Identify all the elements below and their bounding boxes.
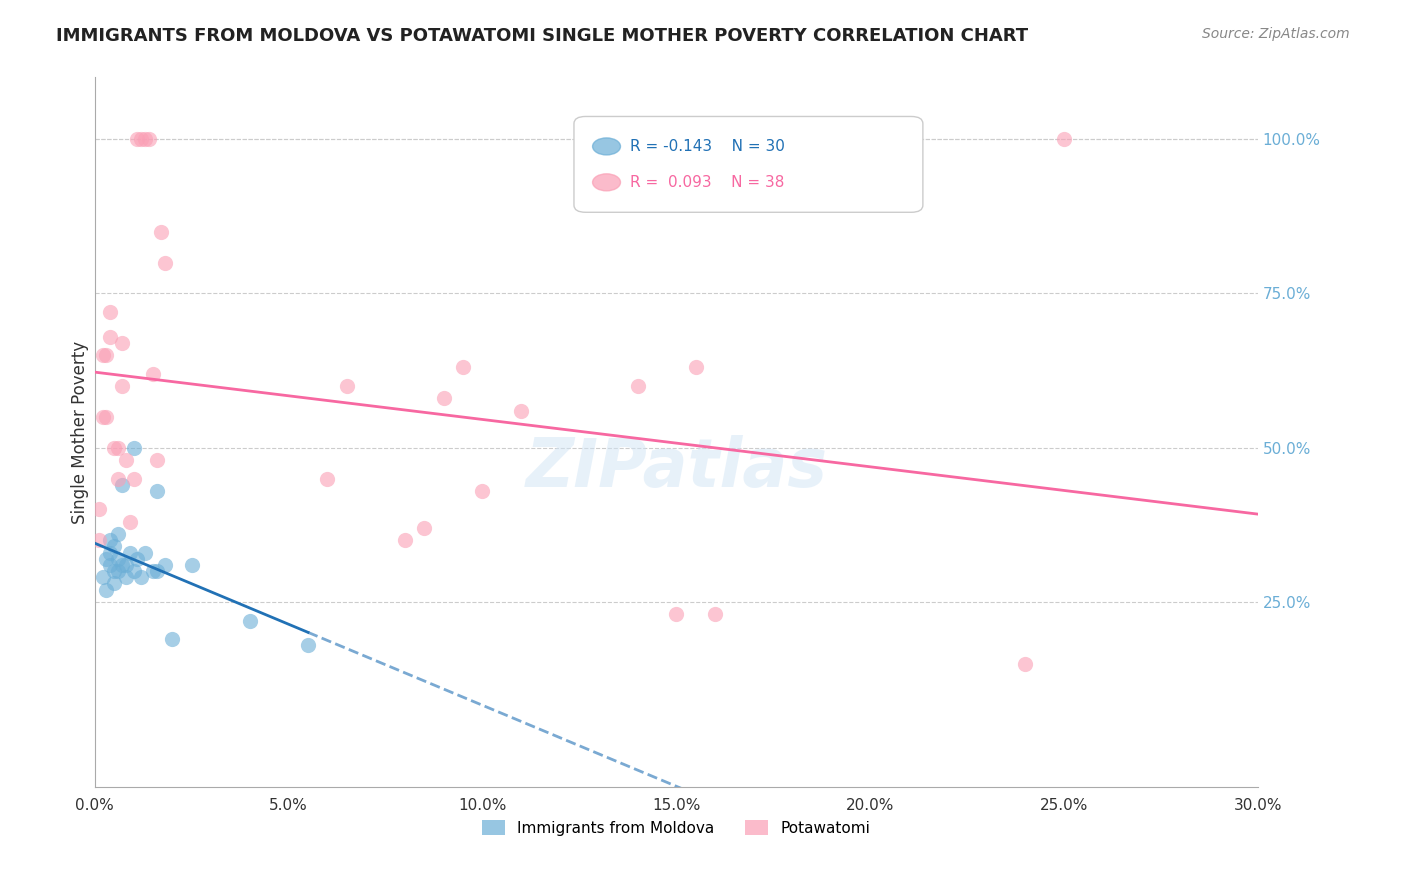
Point: [685, 360, 707, 375]
Point: [239, 614, 262, 628]
Point: [107, 527, 129, 541]
Point: [127, 551, 149, 566]
Point: [394, 533, 416, 548]
Point: [336, 379, 359, 393]
Point: [103, 441, 125, 455]
Point: [103, 564, 125, 578]
Point: [131, 570, 153, 584]
Point: [98, 329, 121, 343]
Point: [114, 570, 136, 584]
Point: [149, 225, 172, 239]
Point: [118, 515, 141, 529]
Point: [433, 392, 456, 406]
Point: [98, 305, 121, 319]
Point: [142, 367, 165, 381]
Point: [451, 360, 474, 375]
Point: [98, 546, 121, 560]
Point: [134, 546, 156, 560]
Point: [1014, 657, 1036, 671]
Point: [704, 607, 727, 622]
Legend: Immigrants from Moldova, Potawatomi: Immigrants from Moldova, Potawatomi: [475, 812, 877, 843]
Point: [162, 632, 184, 646]
Point: [118, 546, 141, 560]
Point: [96, 409, 118, 424]
Point: [91, 570, 114, 584]
FancyBboxPatch shape: [574, 117, 922, 212]
Text: ZIPatlas: ZIPatlas: [526, 434, 827, 500]
Circle shape: [592, 138, 620, 155]
Point: [91, 348, 114, 362]
Point: [96, 551, 118, 566]
Point: [107, 472, 129, 486]
Text: R =  0.093    N = 38: R = 0.093 N = 38: [630, 175, 785, 190]
Point: [146, 564, 169, 578]
Point: [180, 558, 202, 572]
Point: [153, 255, 176, 269]
Point: [96, 348, 118, 362]
Point: [87, 502, 110, 516]
Text: Source: ZipAtlas.com: Source: ZipAtlas.com: [1202, 27, 1350, 41]
Point: [297, 638, 319, 652]
Point: [111, 477, 134, 491]
Point: [413, 521, 436, 535]
Point: [316, 472, 339, 486]
Y-axis label: Single Mother Poverty: Single Mother Poverty: [72, 341, 89, 524]
Point: [122, 441, 145, 455]
Point: [146, 453, 169, 467]
Point: [87, 533, 110, 548]
Point: [96, 582, 118, 597]
Point: [471, 483, 494, 498]
Point: [111, 379, 134, 393]
Point: [98, 533, 121, 548]
Point: [107, 564, 129, 578]
Point: [146, 483, 169, 498]
Point: [510, 403, 533, 417]
Point: [107, 441, 129, 455]
Point: [103, 540, 125, 554]
Point: [122, 564, 145, 578]
Point: [103, 576, 125, 591]
Point: [127, 132, 149, 146]
Point: [153, 558, 176, 572]
Text: R = -0.143    N = 30: R = -0.143 N = 30: [630, 139, 785, 154]
Point: [98, 558, 121, 572]
Point: [91, 409, 114, 424]
Point: [111, 335, 134, 350]
Point: [1053, 132, 1076, 146]
Point: [107, 551, 129, 566]
Point: [134, 132, 156, 146]
Circle shape: [592, 174, 620, 191]
Point: [131, 132, 153, 146]
Point: [111, 558, 134, 572]
Text: IMMIGRANTS FROM MOLDOVA VS POTAWATOMI SINGLE MOTHER POVERTY CORRELATION CHART: IMMIGRANTS FROM MOLDOVA VS POTAWATOMI SI…: [56, 27, 1028, 45]
Point: [626, 379, 648, 393]
Point: [665, 607, 688, 622]
Point: [114, 558, 136, 572]
Point: [142, 564, 165, 578]
Point: [114, 453, 136, 467]
Point: [138, 132, 160, 146]
Point: [122, 472, 145, 486]
